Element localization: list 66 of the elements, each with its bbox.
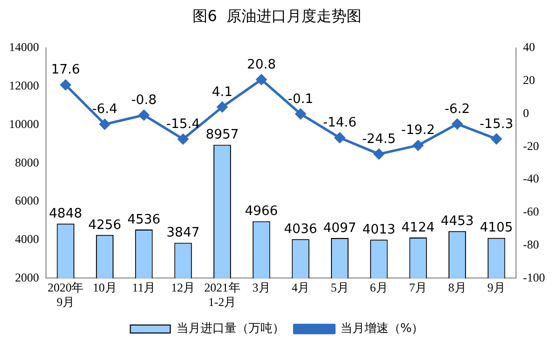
point: [60, 80, 71, 90]
data-label: 4013: [362, 222, 396, 238]
data-label: 17.6: [51, 62, 80, 78]
x-tick-label: 12月: [171, 280, 196, 295]
legend-label: 当月增速（%）: [340, 321, 424, 336]
data-label: 8957: [206, 128, 239, 143]
data-label: -15.3: [480, 116, 514, 132]
y2-tick-label: -20: [523, 138, 540, 153]
data-label: 3847: [166, 226, 200, 241]
x-tick-label: 11月: [132, 280, 156, 295]
chart-title: 图6 原油进口月度走势图: [192, 6, 362, 25]
data-label: -0.8: [131, 92, 157, 108]
data-label: -6.4: [92, 102, 118, 118]
y2-tick-label: -60: [523, 204, 540, 219]
y-tick-label: 10000: [9, 116, 39, 131]
point: [217, 102, 228, 112]
x-tick-label: 2020年 9月: [48, 280, 84, 309]
data-label: 4097: [323, 220, 356, 236]
point: [412, 140, 424, 151]
y2-tick-label: 0: [523, 106, 530, 120]
data-label: 20.8: [246, 57, 276, 72]
y-tick-label: 6000: [15, 194, 39, 208]
data-label: 4.1: [212, 84, 233, 100]
point: [452, 118, 463, 130]
y-tick-label: 14000: [9, 40, 39, 54]
x-tick-label: 4月: [292, 280, 310, 295]
data-label: 4848: [49, 206, 82, 222]
x-tick-label: 8月: [448, 280, 466, 295]
data-label: 4536: [127, 212, 160, 228]
y-tick-label: 2000: [15, 270, 39, 284]
data-label: 4124: [402, 220, 435, 236]
point: [178, 134, 188, 144]
data-label: 4105: [480, 220, 513, 236]
y2-tick-label: 40: [523, 40, 536, 54]
legend-label: 当月进口量（万吨）: [176, 321, 284, 336]
data-label: -19.2: [401, 123, 435, 138]
x-tick-label: 2021年 1-2月: [204, 280, 240, 309]
data-label: 4036: [284, 222, 318, 238]
data-label: -24.5: [362, 132, 396, 147]
y2-tick-label: -80: [523, 237, 540, 252]
point: [138, 110, 150, 120]
y-tick-label: 8000: [15, 155, 39, 170]
y2-tick-label: -40: [523, 172, 540, 186]
data-label: 4966: [244, 204, 278, 220]
point: [491, 134, 502, 144]
point: [295, 108, 306, 120]
x-tick-label: 7月: [409, 280, 428, 295]
x-tick-label: 3月: [252, 280, 270, 295]
y2-tick-label: -100: [523, 270, 546, 284]
point: [256, 74, 267, 85]
data-label: -15.4: [166, 116, 200, 132]
data-label: 4256: [88, 218, 122, 233]
y2-tick-label: 20: [523, 73, 536, 88]
x-tick-label: 10月: [92, 280, 117, 295]
point: [374, 148, 384, 160]
y-tick-label: 12000: [9, 78, 39, 93]
data-label: 4453: [440, 214, 474, 230]
point: [100, 119, 110, 130]
y-tick-label: 4000: [15, 232, 39, 246]
data-label: -14.6: [322, 116, 357, 131]
point: [334, 132, 346, 144]
data-label: -0.1: [288, 92, 314, 107]
x-tick-label: 9月: [487, 280, 506, 295]
data-label: -6.2: [444, 102, 470, 117]
x-tick-label: 5月: [330, 280, 349, 295]
x-tick-label: 6月: [370, 280, 388, 295]
